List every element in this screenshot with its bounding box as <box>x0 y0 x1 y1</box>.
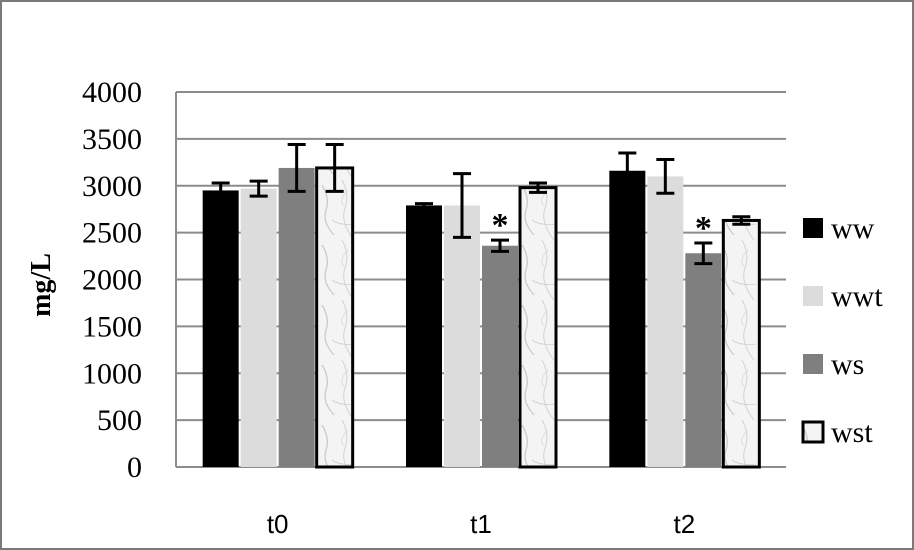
annotations: * * <box>492 207 712 247</box>
error-bar-wwt-t2 <box>656 158 675 195</box>
legend: ww wwt ws wst <box>801 212 883 449</box>
x-tick-label: t0 <box>267 509 289 539</box>
bar-wst-t1 <box>518 186 558 469</box>
y-tick-label: 3000 <box>82 170 142 203</box>
y-tick-label: 500 <box>97 404 142 437</box>
bar-wst-t0 <box>315 166 355 469</box>
x-tick-label: t1 <box>470 509 492 539</box>
y-tick-labels: 0 500 1000 1500 2000 2500 3000 3500 4000 <box>82 76 142 484</box>
bars <box>202 166 761 469</box>
legend-swatch-ww <box>803 218 823 238</box>
y-axis-label: mg/L <box>26 253 57 317</box>
error-bar-ww-t2 <box>618 151 637 191</box>
bar-ws-t0 <box>278 167 315 467</box>
legend-swatch-wwt <box>803 286 823 306</box>
legend-swatch-wst <box>801 420 825 444</box>
bar-wwt-t0 <box>240 188 277 467</box>
legend-label-ww: ww <box>831 212 875 245</box>
y-tick-label: 1000 <box>82 357 142 390</box>
error-bar-wwt-t0 <box>249 179 268 198</box>
axes <box>175 92 786 468</box>
bar-wwt-t2 <box>647 176 684 467</box>
legend-label-wwt: wwt <box>831 280 883 313</box>
error-bar-wst-t2 <box>732 215 751 226</box>
error-bar-ws-t0 <box>287 143 306 193</box>
bar-wwt-t1 <box>444 205 480 467</box>
bar-ws-t1 <box>482 245 518 467</box>
error-bar-wst-t1 <box>529 181 547 194</box>
bar-ww-t1 <box>406 205 442 467</box>
y-tick-label: 2000 <box>82 264 142 297</box>
error-bar-ws-t2 <box>694 241 713 266</box>
error-bar-wst-t0 <box>325 143 344 193</box>
error-bars <box>211 143 751 266</box>
y-tick-label: 4000 <box>82 76 142 109</box>
significance-asterisk: * <box>695 210 712 247</box>
x-tick-labels: t0 t1 t2 <box>267 509 695 539</box>
legend-label-wst: wst <box>831 416 873 449</box>
x-tick-label: t2 <box>673 509 695 539</box>
error-bar-ww-t0 <box>211 181 230 200</box>
y-tick-label: 3500 <box>82 123 142 156</box>
y-tick-label: 2500 <box>82 217 142 250</box>
bar-wst-t2 <box>721 218 761 469</box>
legend-swatch-ws <box>803 354 823 374</box>
bar-ws-t2 <box>685 253 722 467</box>
gridlines <box>176 91 786 422</box>
error-bar-ws-t1 <box>491 238 509 253</box>
legend-label-ws: ws <box>831 348 864 381</box>
bar-ww-t0 <box>202 190 239 467</box>
error-bar-ww-t1 <box>415 202 433 209</box>
bar-ww-t2 <box>609 170 646 467</box>
error-bar-wwt-t1 <box>453 172 471 239</box>
significance-asterisk: * <box>492 207 509 244</box>
y-tick-label: 0 <box>127 451 142 484</box>
y-tick-label: 1500 <box>82 310 142 343</box>
